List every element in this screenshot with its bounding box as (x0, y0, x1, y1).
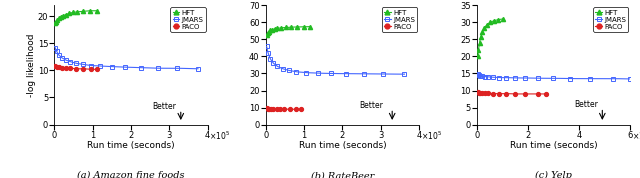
Text: $\times10^5$: $\times10^5$ (632, 130, 640, 142)
Legend: HFT, JMARS, PACO: HFT, JMARS, PACO (382, 7, 417, 32)
Legend: HFT, JMARS, PACO: HFT, JMARS, PACO (170, 7, 205, 32)
Title: (c) Yelp: (c) Yelp (536, 171, 572, 178)
Title: (b) RateBeer: (b) RateBeer (311, 171, 374, 178)
Legend: HFT, JMARS, PACO: HFT, JMARS, PACO (593, 7, 628, 32)
Text: Better: Better (574, 100, 598, 109)
Title: (a) Amazon fine foods: (a) Amazon fine foods (77, 171, 185, 178)
Text: Better: Better (360, 101, 383, 110)
X-axis label: Run time (seconds): Run time (seconds) (299, 141, 386, 150)
Text: Better: Better (152, 102, 176, 111)
Y-axis label: -log likelihood: -log likelihood (28, 33, 36, 97)
Text: $\times10^5$: $\times10^5$ (420, 130, 442, 142)
X-axis label: Run time (seconds): Run time (seconds) (87, 141, 175, 150)
Text: $\times10^5$: $\times10^5$ (209, 130, 230, 142)
X-axis label: Run time (seconds): Run time (seconds) (510, 141, 598, 150)
